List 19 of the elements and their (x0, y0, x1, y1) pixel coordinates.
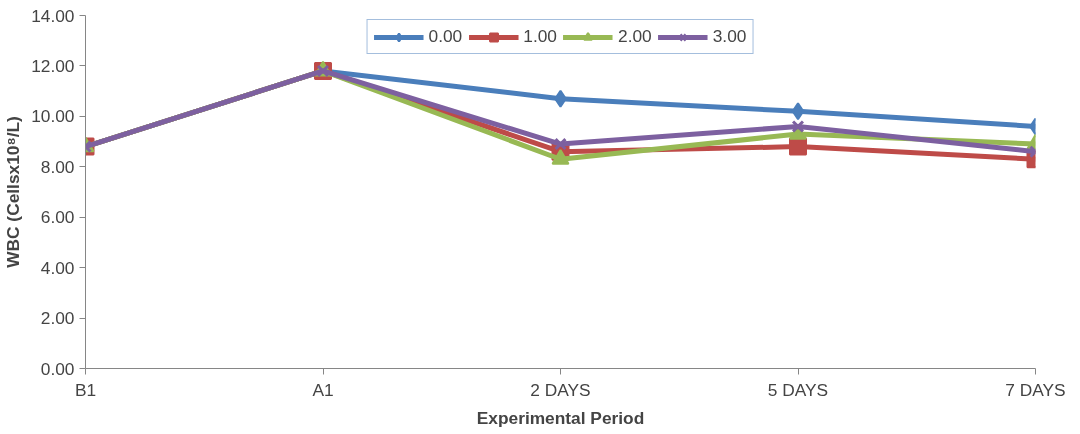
y-tick-label: 14.00 (31, 5, 75, 26)
legend-label: 2.00 (618, 26, 652, 47)
x-axis-title: Experimental Period (476, 407, 645, 428)
y-tick-label: 4.00 (40, 257, 75, 278)
y-tick-label: 6.00 (40, 207, 75, 228)
y-tick-label: 8.00 (40, 156, 75, 177)
y-tick-label: 12.00 (31, 55, 75, 76)
legend-label: 3.00 (712, 26, 747, 47)
x-tick-label: B1 (74, 379, 97, 400)
y-axis-title: WBC (Cellsx10⁸/L) (3, 116, 24, 268)
x-tick-label: 7 DAYS (1005, 379, 1066, 400)
x-tick-label: A1 (312, 379, 334, 400)
x-tick-label: 5 DAYS (767, 379, 829, 400)
y-tick-label: 2.00 (40, 308, 75, 329)
x-tick-label: 2 DAYS (530, 379, 591, 400)
y-tick-label: 0.00 (40, 358, 75, 379)
legend-label: 1.00 (523, 26, 557, 47)
y-tick-label: 10.00 (31, 106, 75, 127)
legend-label: 0.00 (428, 26, 463, 47)
